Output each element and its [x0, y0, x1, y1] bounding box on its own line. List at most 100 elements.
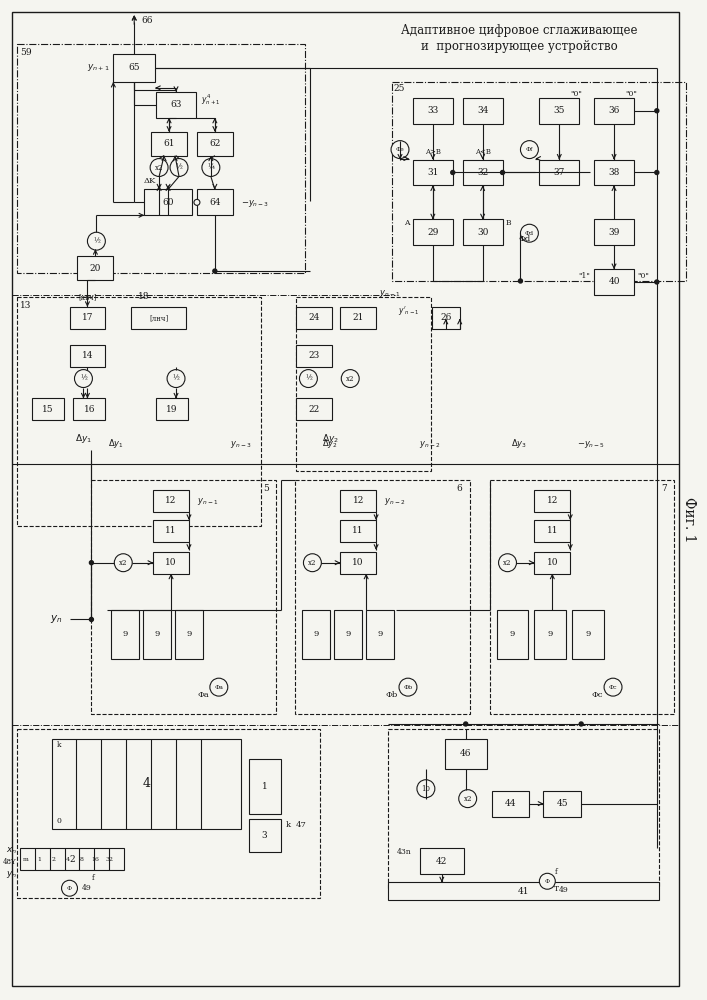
Bar: [413, 219, 452, 245]
Circle shape: [417, 780, 435, 798]
Text: 9: 9: [378, 630, 382, 638]
Text: 13: 13: [20, 301, 31, 310]
Circle shape: [604, 678, 622, 696]
Text: x2: x2: [308, 559, 317, 567]
Text: ½: ½: [173, 375, 180, 383]
Bar: [111, 610, 139, 659]
Text: 63: 63: [170, 100, 182, 109]
Circle shape: [655, 109, 659, 113]
Circle shape: [655, 280, 659, 284]
Bar: [153, 520, 189, 542]
Text: ΔK: ΔK: [144, 177, 156, 185]
Bar: [489, 480, 674, 714]
Text: 29: 29: [427, 228, 438, 237]
Text: 20: 20: [90, 264, 101, 273]
Bar: [462, 160, 503, 185]
Bar: [153, 552, 189, 574]
Bar: [296, 297, 431, 471]
Text: A>B: A>B: [425, 148, 440, 156]
Text: ½: ½: [305, 375, 312, 383]
Text: 9: 9: [122, 630, 128, 638]
Text: $y_n$: $y_n$: [6, 869, 17, 880]
Text: ½: ½: [80, 375, 87, 383]
Text: 3: 3: [262, 831, 267, 840]
Bar: [144, 189, 192, 215]
Text: 48Y: 48Y: [3, 858, 17, 866]
Bar: [78, 256, 113, 280]
Text: ½: ½: [175, 164, 182, 172]
Circle shape: [341, 370, 359, 388]
Bar: [296, 345, 332, 367]
Text: 32: 32: [477, 168, 489, 177]
Bar: [69, 307, 105, 329]
Bar: [303, 610, 330, 659]
Text: 42: 42: [436, 857, 448, 866]
Text: 45: 45: [556, 799, 568, 808]
Text: 49: 49: [81, 884, 91, 892]
Text: 11: 11: [165, 526, 177, 535]
Text: m: m: [23, 857, 28, 862]
Text: x2: x2: [503, 559, 512, 567]
Text: k: k: [57, 741, 61, 749]
Text: Φf: Φf: [526, 147, 533, 152]
Bar: [197, 189, 233, 215]
Text: "0": "0": [571, 90, 582, 98]
Bar: [420, 848, 464, 874]
Bar: [175, 610, 203, 659]
Text: 2: 2: [69, 855, 75, 864]
Text: ½: ½: [93, 237, 100, 245]
Circle shape: [210, 678, 228, 696]
Bar: [366, 610, 394, 659]
Bar: [296, 398, 332, 420]
Text: 35: 35: [554, 106, 565, 115]
Text: $y_{n-3}$: $y_{n-3}$: [230, 439, 252, 450]
Text: 64: 64: [209, 198, 221, 207]
Bar: [20, 848, 124, 870]
Circle shape: [498, 554, 517, 572]
Bar: [74, 398, 105, 420]
Text: 23: 23: [309, 351, 320, 360]
Circle shape: [88, 232, 105, 250]
Bar: [432, 307, 460, 329]
Bar: [413, 98, 452, 124]
Bar: [388, 729, 659, 888]
Text: x2: x2: [464, 795, 472, 803]
Text: 17: 17: [82, 313, 93, 322]
Text: $-y_{n-3}$: $-y_{n-3}$: [240, 198, 269, 209]
Circle shape: [464, 722, 468, 726]
Text: "1": "1": [578, 272, 590, 280]
Bar: [334, 610, 362, 659]
Circle shape: [89, 561, 93, 565]
Text: и  прогнозирующее устройство: и прогнозирующее устройство: [421, 40, 618, 53]
Bar: [539, 160, 579, 185]
Text: Φc: Φc: [592, 691, 603, 699]
Text: Φd: Φd: [518, 235, 531, 243]
Text: 5: 5: [263, 484, 269, 493]
Text: 9: 9: [585, 630, 591, 638]
Circle shape: [202, 159, 220, 176]
Text: Φb: Φb: [404, 685, 413, 690]
Text: [квч]: [квч]: [78, 293, 97, 301]
Bar: [144, 610, 171, 659]
Circle shape: [501, 171, 505, 174]
Bar: [132, 307, 186, 329]
Circle shape: [62, 880, 78, 896]
Text: 9: 9: [346, 630, 351, 638]
Bar: [534, 610, 566, 659]
Text: A<B: A<B: [474, 148, 491, 156]
Bar: [69, 345, 105, 367]
Text: 10: 10: [165, 558, 177, 567]
Text: 9: 9: [154, 630, 160, 638]
Text: $y_{n+1}$: $y_{n+1}$: [86, 62, 110, 73]
Bar: [151, 132, 187, 156]
Text: k: k: [286, 821, 291, 829]
Text: 12: 12: [547, 496, 558, 505]
Text: $\Delta y_2$: $\Delta y_2$: [322, 437, 338, 450]
Circle shape: [167, 370, 185, 388]
Bar: [392, 82, 686, 281]
Text: $y_{n-1}$: $y_{n-1}$: [197, 496, 218, 507]
Circle shape: [115, 554, 132, 572]
Text: 37: 37: [554, 168, 565, 177]
Text: 15: 15: [42, 405, 54, 414]
Text: 59: 59: [20, 48, 31, 57]
